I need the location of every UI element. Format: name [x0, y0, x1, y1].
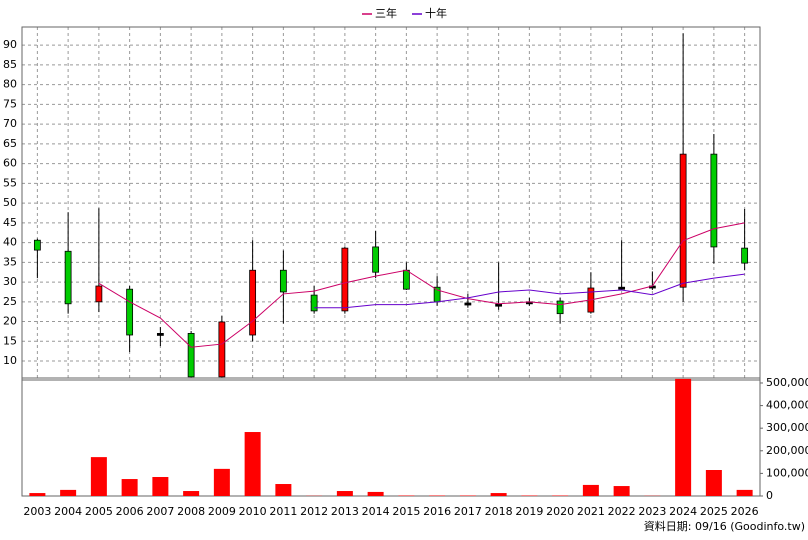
y-tick-label: 50	[3, 196, 17, 209]
volume-bar	[336, 491, 353, 496]
candle-body	[187, 333, 195, 378]
x-tick-label: 2014	[362, 505, 390, 518]
y-tick-label: 30	[3, 275, 17, 288]
x-tick-label: 2005	[85, 505, 113, 518]
x-tick-label: 2009	[208, 505, 236, 518]
candle-body	[402, 269, 410, 290]
candle-body	[341, 247, 349, 312]
volume-bar	[90, 457, 107, 496]
volume-bar	[367, 491, 384, 496]
candle-body	[372, 246, 380, 273]
candle-body	[249, 269, 257, 336]
x-tick-label: 2020	[546, 505, 574, 518]
x-tick-label: 2007	[146, 505, 174, 518]
volume-bar	[29, 493, 46, 496]
x-tick-label: 2021	[577, 505, 605, 518]
x-tick-label: 2017	[454, 505, 482, 518]
x-tick-label: 2026	[731, 505, 759, 518]
x-tick-label: 2025	[700, 505, 728, 518]
y-tick-label: 60	[3, 157, 17, 170]
x-tick-label: 2011	[269, 505, 297, 518]
volume-bar	[183, 491, 200, 496]
volume-bar	[675, 378, 692, 496]
x-tick-label: 2016	[423, 505, 451, 518]
volume-frame	[21, 377, 761, 497]
volume-bar	[275, 484, 292, 496]
plot-frame	[21, 26, 761, 381]
candle-body	[95, 285, 103, 303]
x-tick-label: 2019	[515, 505, 543, 518]
candle-body	[618, 286, 626, 290]
x-tick-label: 2010	[239, 505, 267, 518]
x-tick-label: 2003	[23, 505, 51, 518]
candle-body	[679, 153, 687, 288]
y-tick-label: 15	[3, 334, 17, 347]
candle-body	[279, 269, 287, 293]
y2-tick-label: 100,000	[766, 466, 808, 479]
y-tick-label: 85	[3, 58, 17, 71]
candle-body	[710, 153, 718, 248]
y-tick-label: 55	[3, 176, 17, 189]
y-tick-label: 20	[3, 315, 17, 328]
y-tick-label: 25	[3, 295, 17, 308]
volume-bar	[613, 486, 630, 496]
candle-body	[64, 250, 72, 305]
candle-body	[310, 294, 318, 312]
candle-body	[556, 300, 564, 315]
volume-bar	[582, 484, 599, 496]
y2-tick-label: 200,000	[766, 444, 808, 457]
x-tick-label: 2004	[54, 505, 82, 518]
volume-bar	[152, 477, 169, 496]
y-tick-label: 70	[3, 117, 17, 130]
x-tick-label: 2013	[331, 505, 359, 518]
candle-body	[33, 239, 41, 251]
y-tick-label: 75	[3, 97, 17, 110]
x-tick-label: 2024	[669, 505, 697, 518]
candle-body	[156, 333, 164, 336]
volume-bar	[705, 470, 722, 496]
legend-label: 十年	[425, 6, 447, 20]
x-tick-label: 2006	[116, 505, 144, 518]
volume-bar	[490, 493, 507, 496]
source-note: 資料日期: 09/16 (Goodinfo.tw)	[644, 519, 805, 533]
volume-bar	[736, 489, 753, 496]
volume-bar	[121, 479, 138, 496]
y-tick-label: 40	[3, 236, 17, 249]
volume-bar	[60, 489, 77, 496]
volume-bar	[244, 432, 261, 496]
candle-body	[495, 303, 503, 307]
y-tick-label: 65	[3, 137, 17, 150]
legend-label: 三年	[375, 6, 397, 20]
y2-tick-label: 0	[766, 489, 773, 502]
y2-tick-label: 500,000	[766, 376, 808, 389]
x-tick-label: 2012	[300, 505, 328, 518]
y-tick-label: 80	[3, 78, 17, 91]
y-tick-label: 35	[3, 255, 17, 268]
ma-line	[314, 273, 745, 309]
candle-body	[218, 321, 226, 378]
x-tick-label: 2008	[177, 505, 205, 518]
candle-body	[464, 302, 472, 306]
y2-tick-label: 300,000	[766, 421, 808, 434]
x-tick-label: 2018	[485, 505, 513, 518]
y-tick-label: 90	[3, 38, 17, 51]
candle-body	[126, 288, 134, 336]
x-tick-label: 2023	[638, 505, 666, 518]
y-tick-label: 10	[3, 354, 17, 367]
volume-bar	[213, 468, 230, 496]
x-tick-label: 2015	[392, 505, 420, 518]
x-tick-label: 2022	[608, 505, 636, 518]
y-tick-label: 45	[3, 216, 17, 229]
ma-line	[98, 222, 745, 348]
y2-tick-label: 400,000	[766, 399, 808, 412]
candle-body	[741, 247, 749, 264]
